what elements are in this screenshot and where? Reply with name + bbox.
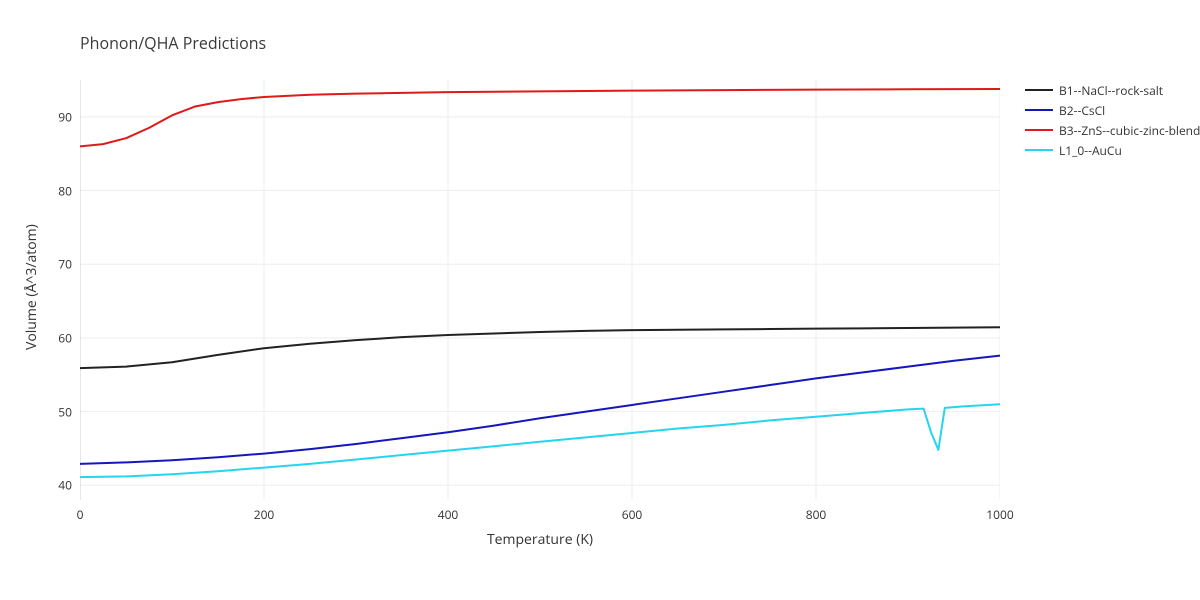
series-line	[80, 327, 1000, 368]
y-tick-label: 40	[58, 477, 72, 494]
x-tick-label: 1000	[986, 506, 1013, 523]
legend-swatch	[1025, 89, 1053, 91]
legend-swatch	[1025, 149, 1053, 151]
chart-container: { "chart": { "type": "line", "title": "P…	[0, 0, 1200, 600]
y-axis-label: Volume (Å^3/atom)	[22, 224, 41, 350]
series-line	[80, 89, 1000, 146]
legend-label: B1--NaCl--rock-salt	[1059, 82, 1163, 99]
legend-swatch	[1025, 109, 1053, 111]
x-tick-label: 400	[438, 506, 459, 523]
legend-label: B2--CsCl	[1059, 102, 1105, 119]
series-line	[80, 404, 1000, 477]
x-tick-label: 600	[622, 506, 643, 523]
legend-item[interactable]: B2--CsCl	[1025, 100, 1200, 120]
legend-swatch	[1025, 129, 1053, 131]
legend-label: L1_0--AuCu	[1059, 142, 1122, 159]
legend-item[interactable]: L1_0--AuCu	[1025, 140, 1200, 160]
chart-title: Phonon/QHA Predictions	[80, 32, 266, 54]
y-tick-label: 70	[58, 256, 72, 273]
plot-area	[80, 80, 1000, 500]
y-tick-label: 80	[58, 182, 72, 199]
legend-item[interactable]: B1--NaCl--rock-salt	[1025, 80, 1200, 100]
legend-item[interactable]: B3--ZnS--cubic-zinc-blende	[1025, 120, 1200, 140]
x-axis-label: Temperature (K)	[487, 530, 593, 549]
x-tick-label: 800	[806, 506, 827, 523]
x-tick-label: 0	[77, 506, 84, 523]
y-tick-label: 50	[58, 403, 72, 420]
legend: B1--NaCl--rock-salt B2--CsCl B3--ZnS--cubi…	[1025, 80, 1200, 160]
legend-label: B3--ZnS--cubic-zinc-blende	[1059, 122, 1200, 139]
x-tick-label: 200	[254, 506, 275, 523]
series-line	[80, 356, 1000, 464]
y-tick-label: 60	[58, 329, 72, 346]
y-tick-label: 90	[58, 108, 72, 125]
